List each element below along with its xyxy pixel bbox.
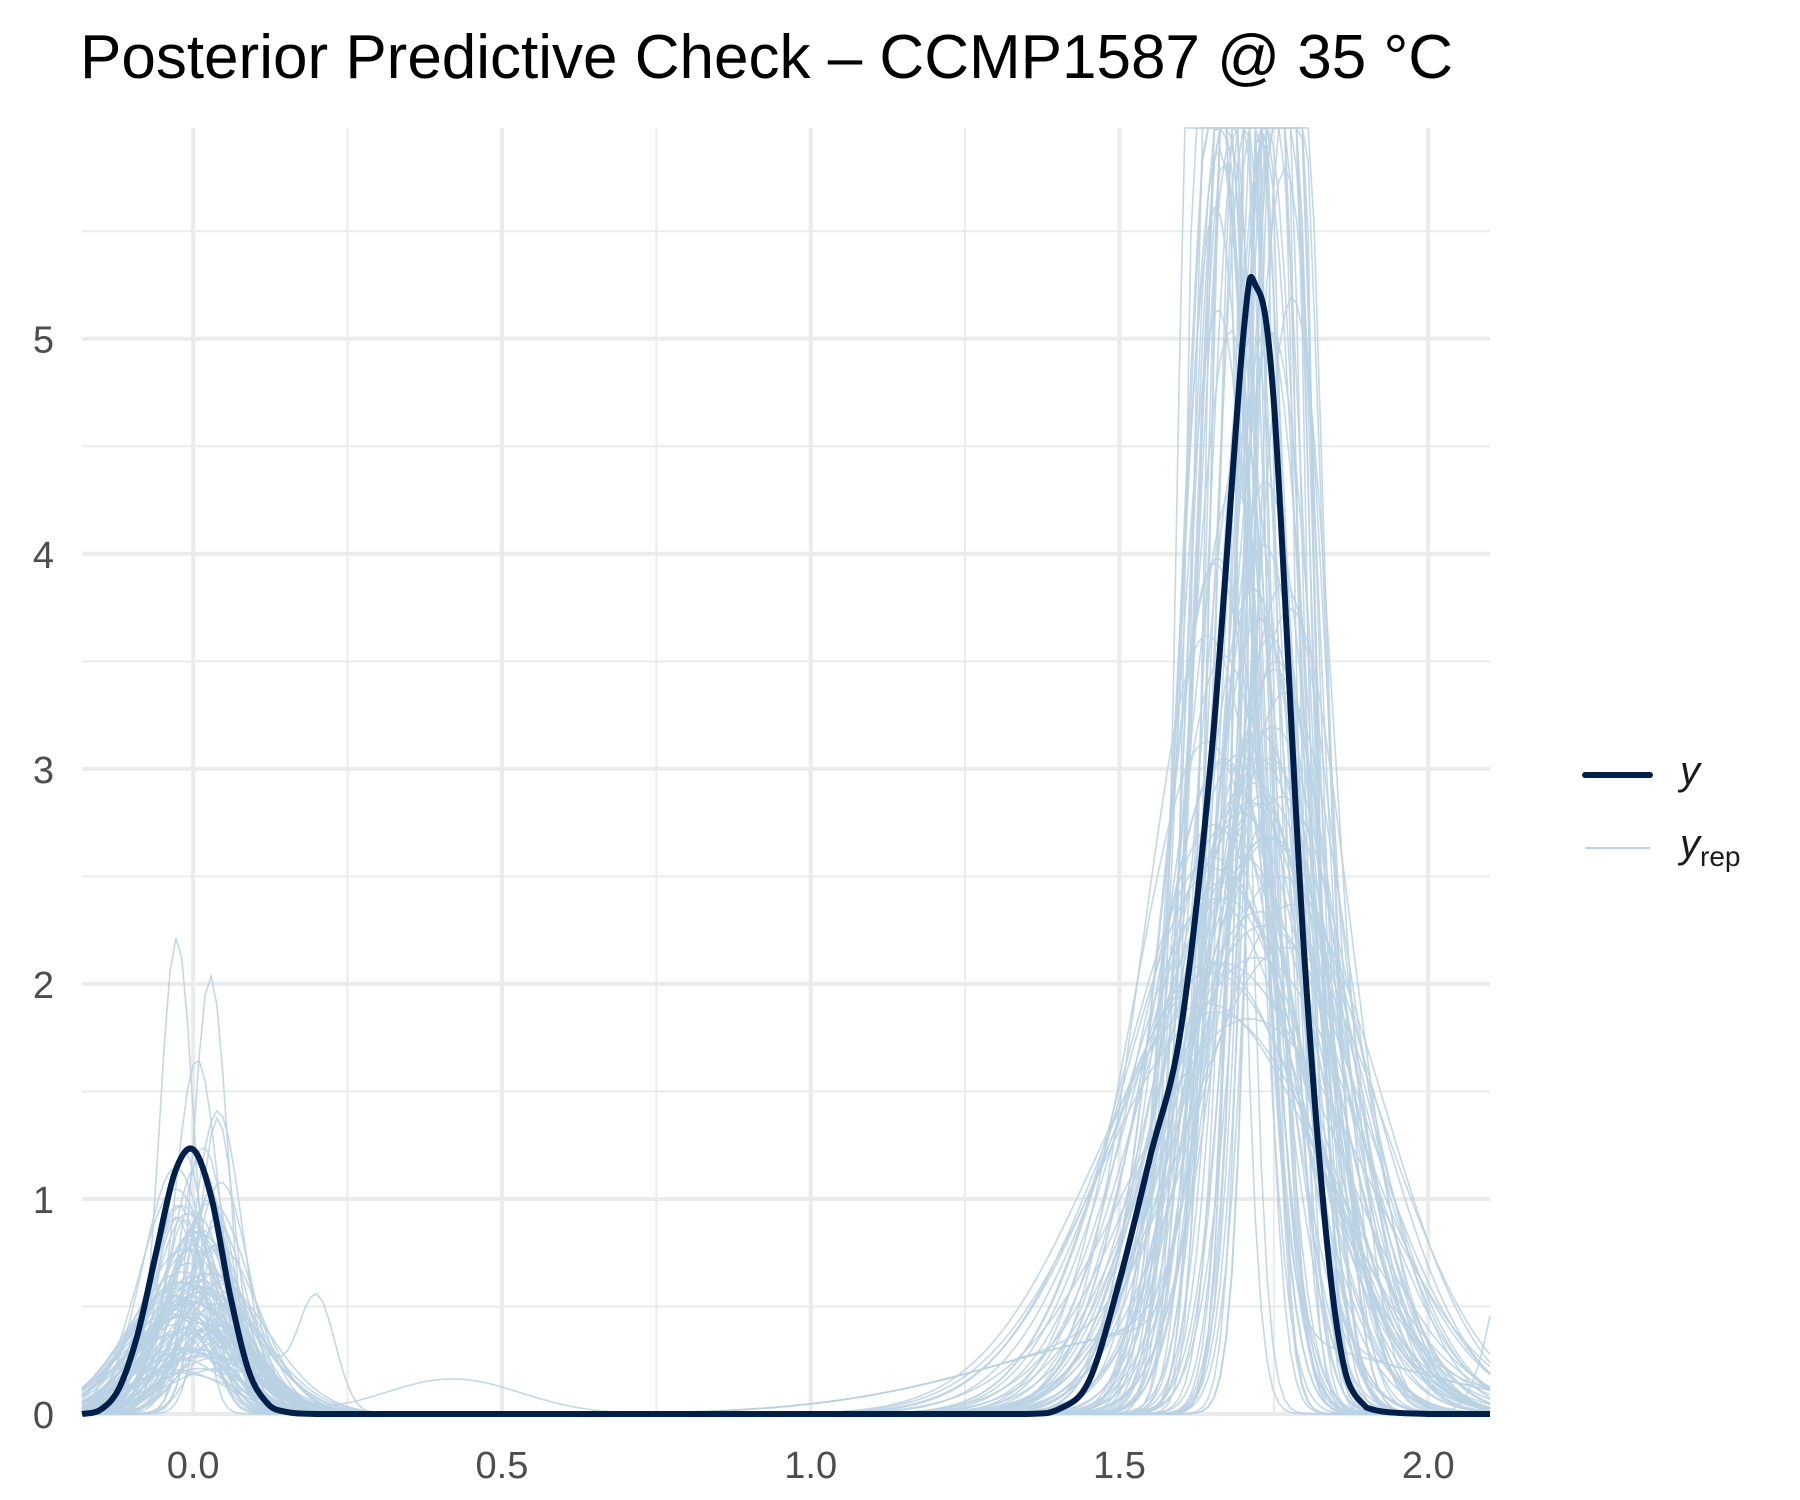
- x-tick-label: 0.0: [167, 1445, 220, 1487]
- y-tick-label: 5: [33, 320, 54, 362]
- legend-yrep-subscript: rep: [1700, 841, 1740, 872]
- yrep-draw-line: [81, 903, 1491, 1415]
- yrep-series: [81, 126, 1491, 1415]
- yrep-draw-line: [82, 127, 1490, 1415]
- legend-yrep-label: y: [1677, 822, 1703, 866]
- x-tick-label: 1.0: [784, 1445, 837, 1487]
- y-tick-label: 3: [33, 750, 54, 792]
- x-tick-label: 2.0: [1402, 1445, 1455, 1487]
- y-observed-line: [81, 273, 1490, 1418]
- legend: yy rep: [1582, 749, 1740, 872]
- y-tick-label: 1: [33, 1180, 54, 1222]
- x-tick-label: 1.5: [1093, 1445, 1146, 1487]
- y-tick-label: 2: [33, 965, 54, 1007]
- x-axis-ticks: 0.0 0.5 1.0 1.5 2.0: [167, 1445, 1455, 1487]
- y-series: [81, 273, 1490, 1418]
- yrep-draw-line: [81, 487, 1490, 1415]
- y-tick-label: 0: [33, 1395, 54, 1437]
- x-tick-label: 0.5: [476, 1445, 529, 1487]
- chart-title: Posterior Predictive Check – CCMP1587 @ …: [80, 23, 1454, 92]
- y-tick-label: 4: [33, 535, 54, 577]
- legend-y-label: y: [1677, 749, 1703, 793]
- y-axis-ticks: 0 1 2 3 4 5: [33, 320, 54, 1437]
